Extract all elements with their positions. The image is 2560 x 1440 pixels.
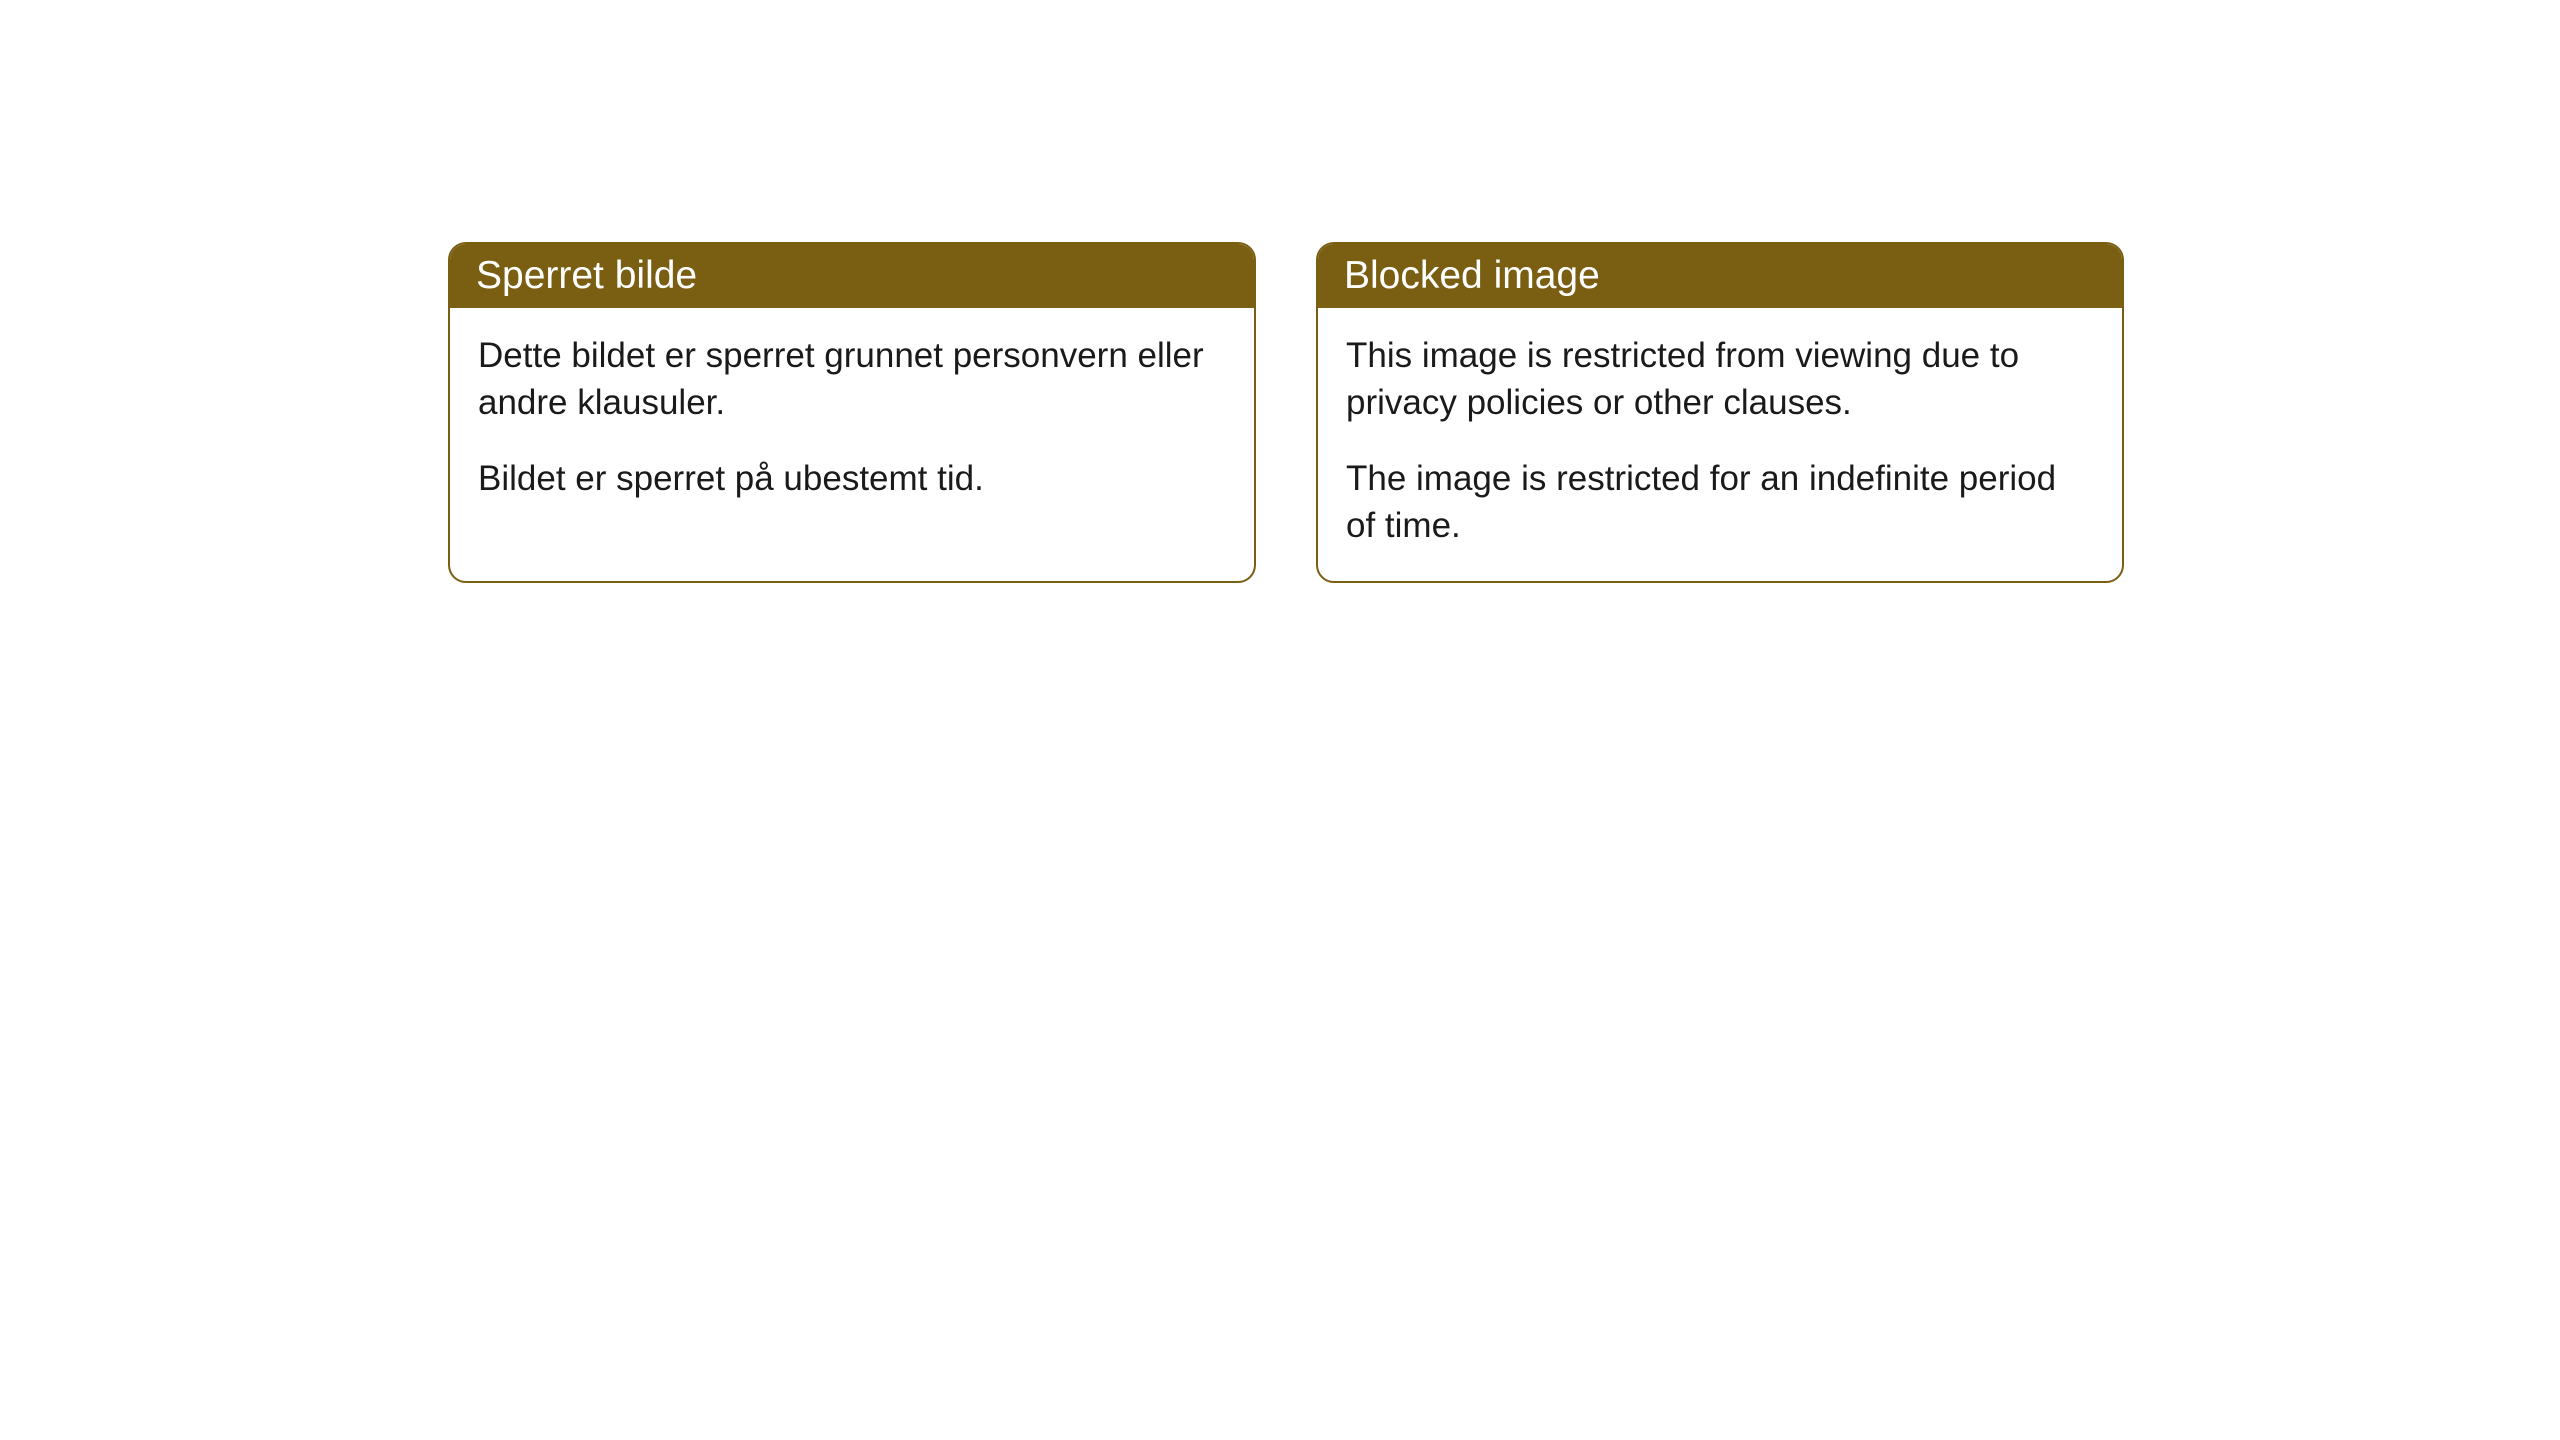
card-header: Sperret bilde	[450, 244, 1254, 308]
card-body: Dette bildet er sperret grunnet personve…	[450, 308, 1254, 534]
notice-container: Sperret bilde Dette bildet er sperret gr…	[448, 242, 2124, 583]
card-paragraph-1: Dette bildet er sperret grunnet personve…	[478, 332, 1226, 427]
blocked-image-card-english: Blocked image This image is restricted f…	[1316, 242, 2124, 583]
card-paragraph-2: Bildet er sperret på ubestemt tid.	[478, 455, 1226, 502]
card-header: Blocked image	[1318, 244, 2122, 308]
card-title: Blocked image	[1344, 254, 1600, 297]
card-title: Sperret bilde	[476, 254, 697, 297]
card-paragraph-2: The image is restricted for an indefinit…	[1346, 455, 2094, 550]
blocked-image-card-norwegian: Sperret bilde Dette bildet er sperret gr…	[448, 242, 1256, 583]
card-body: This image is restricted from viewing du…	[1318, 308, 2122, 581]
card-paragraph-1: This image is restricted from viewing du…	[1346, 332, 2094, 427]
